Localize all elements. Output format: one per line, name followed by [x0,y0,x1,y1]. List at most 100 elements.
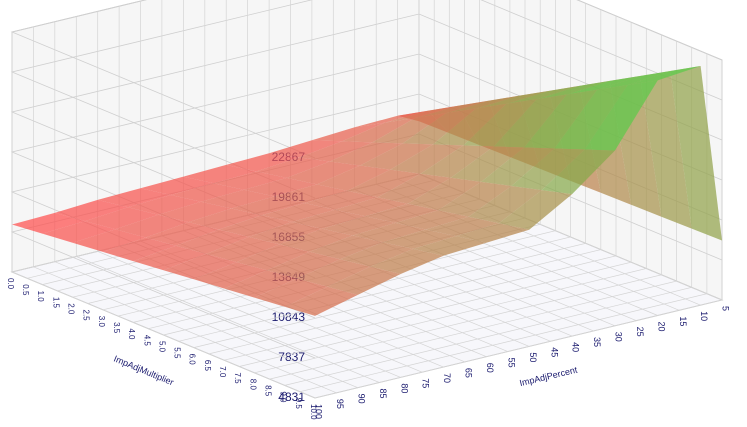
surface-cell [292,209,366,229]
x-tick-label: 1.0 [36,291,45,303]
surface-cell [456,223,530,243]
surface-cell [85,207,159,230]
x-tick-label: 5.0 [157,341,166,353]
surface-cell [266,251,341,279]
surface-cell [274,184,348,203]
surface-cell [249,222,323,245]
surface-cell [370,248,444,274]
surface-cell [408,177,482,211]
surface-cell [72,229,146,252]
surface-cell [329,142,403,166]
surface-cell [493,94,567,148]
surface-cell [183,164,257,184]
z-tick-label: 4831 [278,390,305,404]
surface-cell [269,140,343,158]
surface-cell [188,208,262,230]
x-tick-label: 4.0 [127,328,136,340]
surface-cell [279,228,353,252]
grid-line [54,21,358,389]
surface-cell [445,95,519,114]
surface-cell [511,148,585,191]
surface-cell [12,212,86,234]
surface-cell [284,286,358,316]
surface-cell [176,229,250,254]
surface-cell [201,189,275,209]
x-tick-label: 2.0 [66,303,75,315]
y-tick-label: 30 [614,332,624,342]
surface-cell [372,113,446,144]
x-tick-label: 1.5 [51,297,60,309]
surface-cell [317,165,391,191]
surface-cell [213,171,287,190]
grid-line [10,0,723,159]
surface-cell [102,237,176,262]
surface-cell [450,146,524,182]
surface-cell [433,103,507,146]
surface-cell [554,85,628,150]
surface-cell [536,80,610,100]
x-axis-title: ImpAdjMultiplier [112,354,175,388]
surface-cell [627,66,701,86]
surface-cell [566,76,640,95]
surface-cell [584,80,658,151]
surface-cell [425,216,499,237]
surface-cell [463,99,537,147]
surface-cell [163,253,237,280]
surface-cell [481,147,555,186]
x-tick-label: 3.5 [112,322,121,334]
surface-cell [231,196,305,216]
x-tick-label: 5.5 [173,347,182,359]
y-tick-label: 50 [528,352,538,362]
y-tick-label: 10 [699,311,709,321]
y-tick-label: 100 [314,404,324,419]
surface-cell [115,214,189,238]
surface-cell [390,144,464,174]
surface-cell [286,161,360,185]
z-tick-label: 10843 [272,310,306,324]
surface-cell [438,181,512,217]
grid-line [33,26,337,394]
y-tick-label: 60 [485,363,495,373]
surface-cell [256,157,330,178]
x-tick-label: 0.0 [6,278,15,290]
surface-cell [347,169,421,198]
grid-line [11,32,316,399]
surface-cell [304,190,378,210]
x-tick-label: 7.0 [218,366,227,378]
surface-cell [415,100,489,118]
surface-cell [299,141,373,162]
y-tick-label: 65 [464,368,474,378]
surface-cell [524,89,598,149]
surface-cell [670,66,722,241]
surface-cell [261,203,335,222]
surface-cell [42,221,116,243]
surface-cell [254,278,328,307]
surface-cell [541,149,615,195]
surface-cell [54,199,128,222]
surface-cell [354,110,428,128]
surface-cell [352,222,426,243]
y-axis-title: ImpAdjPercent [518,365,578,389]
surface-cell [311,122,385,142]
surface-cell [297,259,371,287]
surface-cell [170,183,244,202]
surface-cell [413,236,487,256]
y-tick-label: 70 [442,373,452,383]
surface-cell [140,176,214,195]
surface-cell [322,216,396,236]
surface-cell [365,203,439,223]
surface-cell [385,105,459,123]
surface-cell [236,244,310,271]
surface-cell [218,215,292,237]
surface-cell [334,197,408,217]
surface-cell [475,90,550,109]
y-tick-label: 25 [635,327,645,337]
surface-cell [340,242,414,267]
x-tick-label: 9.0 [279,391,288,403]
surface-cell [506,85,580,104]
surface-cell [327,266,401,295]
x-tick-label: 3.0 [97,316,106,328]
surface-cell [145,222,219,246]
